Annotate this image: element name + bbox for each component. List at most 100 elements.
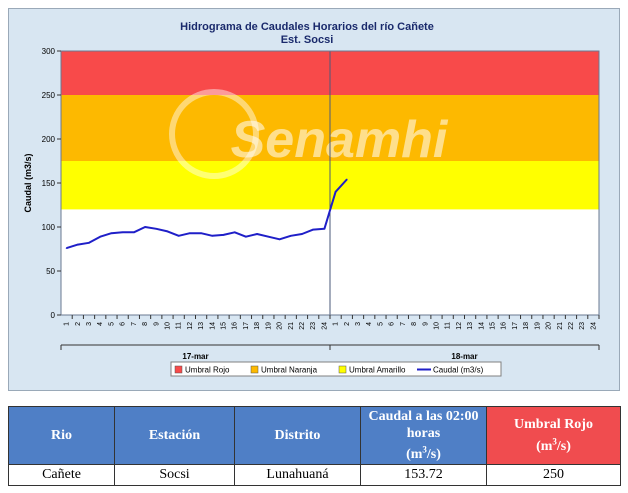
header-umbral-label: Umbral Rojo	[514, 417, 593, 433]
x-tick-label-28: 5	[377, 322, 384, 326]
header-umbral-rojo: Umbral Rojo (m3/s)	[486, 406, 621, 465]
x-tick-label-22: 23	[310, 322, 317, 330]
legend-swatch-2	[338, 365, 347, 374]
data-point-14	[222, 234, 225, 236]
cell-distrito: Lunahuaná	[234, 464, 361, 486]
x-tick-label-29: 6	[389, 322, 396, 326]
x-tick-label-44: 21	[557, 322, 564, 330]
x-tick-label-37: 14	[478, 322, 485, 330]
data-point-13	[211, 235, 214, 237]
x-tick-label-42: 19	[534, 322, 541, 330]
x-tick-label-10: 11	[176, 322, 183, 329]
legend-swatch-0	[174, 365, 183, 374]
x-tick-label-14: 15	[221, 322, 228, 330]
x-tick-label-6: 7	[131, 322, 138, 326]
x-tick-label-26: 3	[355, 322, 362, 326]
x-tick-label-39: 16	[501, 322, 508, 330]
x-tick-label-47: 24	[590, 322, 597, 330]
data-point-7	[144, 226, 146, 228]
x-tick-label-17: 18	[254, 322, 261, 330]
y-axis-label: Caudal (m3/s)	[23, 153, 33, 212]
legend-swatch-1	[250, 365, 259, 374]
station-summary-table: Rio Estación Distrito Caudal a las 02:00…	[8, 406, 621, 486]
x-tick-label-41: 18	[523, 322, 530, 330]
data-point-20	[289, 235, 292, 237]
data-point-3	[99, 235, 102, 238]
data-point-22	[312, 228, 314, 231]
header-umbral-unit: (m3/s)	[536, 436, 571, 454]
x-tick-label-15: 16	[232, 322, 239, 330]
x-tick-label-2: 3	[86, 322, 93, 326]
x-tick-label-25: 2	[344, 322, 351, 326]
x-tick-label-19: 20	[277, 322, 284, 330]
data-point-16	[245, 235, 247, 238]
data-point-17	[256, 233, 258, 235]
table-header-row: Rio Estación Distrito Caudal a las 02:00…	[8, 406, 621, 465]
x-tick-label-20: 21	[288, 322, 295, 330]
x-tick-label-32: 9	[422, 322, 429, 326]
x-tick-label-16: 17	[243, 322, 250, 330]
y-tick-label-5: 250	[42, 91, 56, 100]
data-point-12	[200, 232, 202, 234]
data-point-9	[166, 230, 169, 233]
x-tick-label-18: 19	[265, 322, 272, 330]
data-point-24	[334, 191, 337, 193]
x-tick-label-43: 20	[546, 322, 553, 330]
table-row: Cañete Socsi Lunahuaná 153.72 250	[8, 464, 621, 486]
data-point-11	[189, 232, 191, 234]
x-tick-label-12: 13	[198, 322, 205, 330]
header-caudal: Caudal a las 02:00 horas (m3/s)	[360, 406, 487, 465]
y-tick-label-2: 100	[42, 223, 56, 232]
day-label-0: 17-mar	[182, 352, 208, 361]
x-tick-label-4: 5	[108, 322, 115, 326]
x-tick-label-45: 22	[568, 322, 575, 330]
x-tick-label-11: 12	[187, 322, 194, 330]
data-point-10	[177, 235, 180, 237]
data-point-1	[77, 243, 79, 246]
header-estacion: Estación	[114, 406, 235, 465]
x-tick-label-21: 22	[299, 322, 306, 330]
y-tick-label-6: 300	[42, 47, 56, 56]
legend-label-2: Umbral Amarillo	[349, 366, 406, 375]
data-point-6	[133, 231, 135, 234]
data-point-18	[267, 235, 270, 238]
x-tick-label-24: 1	[333, 322, 340, 326]
hydrograph-chart: Hidrograma de Caudales Horarios del río …	[23, 21, 600, 377]
x-tick-label-31: 8	[411, 322, 418, 326]
watermark-sun-icon	[169, 89, 259, 179]
x-tick-label-36: 13	[467, 322, 474, 330]
day-label-1: 18-mar	[451, 352, 477, 361]
x-tick-label-0: 1	[64, 322, 71, 326]
y-tick-label-3: 150	[42, 179, 56, 188]
x-tick-label-38: 15	[490, 322, 497, 330]
data-point-4	[110, 232, 113, 234]
series-line-0	[66, 178, 348, 250]
y-tick-label-4: 200	[42, 135, 56, 144]
x-tick-label-33: 10	[433, 322, 440, 330]
x-tick-label-8: 9	[153, 322, 160, 326]
y-tick-label-0: 0	[51, 311, 56, 320]
cell-umbral-rojo: 250	[486, 464, 621, 486]
x-tick-label-27: 4	[366, 322, 373, 326]
x-tick-label-46: 23	[579, 322, 586, 330]
x-tick-label-5: 6	[120, 322, 127, 326]
data-point-8	[155, 227, 158, 230]
data-point-19	[278, 238, 281, 241]
header-distrito: Distrito	[234, 406, 361, 465]
cell-rio: Cañete	[8, 464, 115, 486]
legend-label-0: Umbral Rojo	[185, 366, 230, 375]
cell-estacion: Socsi	[114, 464, 235, 486]
x-tick-label-3: 4	[97, 322, 104, 326]
x-tick-label-35: 12	[456, 322, 463, 330]
chart-panel: Hidrograma de Caudales Horarios del río …	[8, 8, 620, 391]
data-point-2	[88, 242, 90, 244]
x-tick-label-23: 24	[321, 322, 328, 330]
header-rio: Rio	[8, 406, 115, 465]
x-tick-label-13: 14	[209, 322, 216, 330]
legend-label-1: Umbral Naranja	[261, 366, 318, 375]
watermark-logo: Senamhi	[231, 111, 449, 169]
cell-caudal: 153.72	[360, 464, 487, 486]
legend-label-3: Caudal (m3/s)	[433, 366, 484, 375]
y-tick-label-1: 50	[46, 267, 55, 276]
x-tick-label-7: 8	[142, 322, 149, 326]
